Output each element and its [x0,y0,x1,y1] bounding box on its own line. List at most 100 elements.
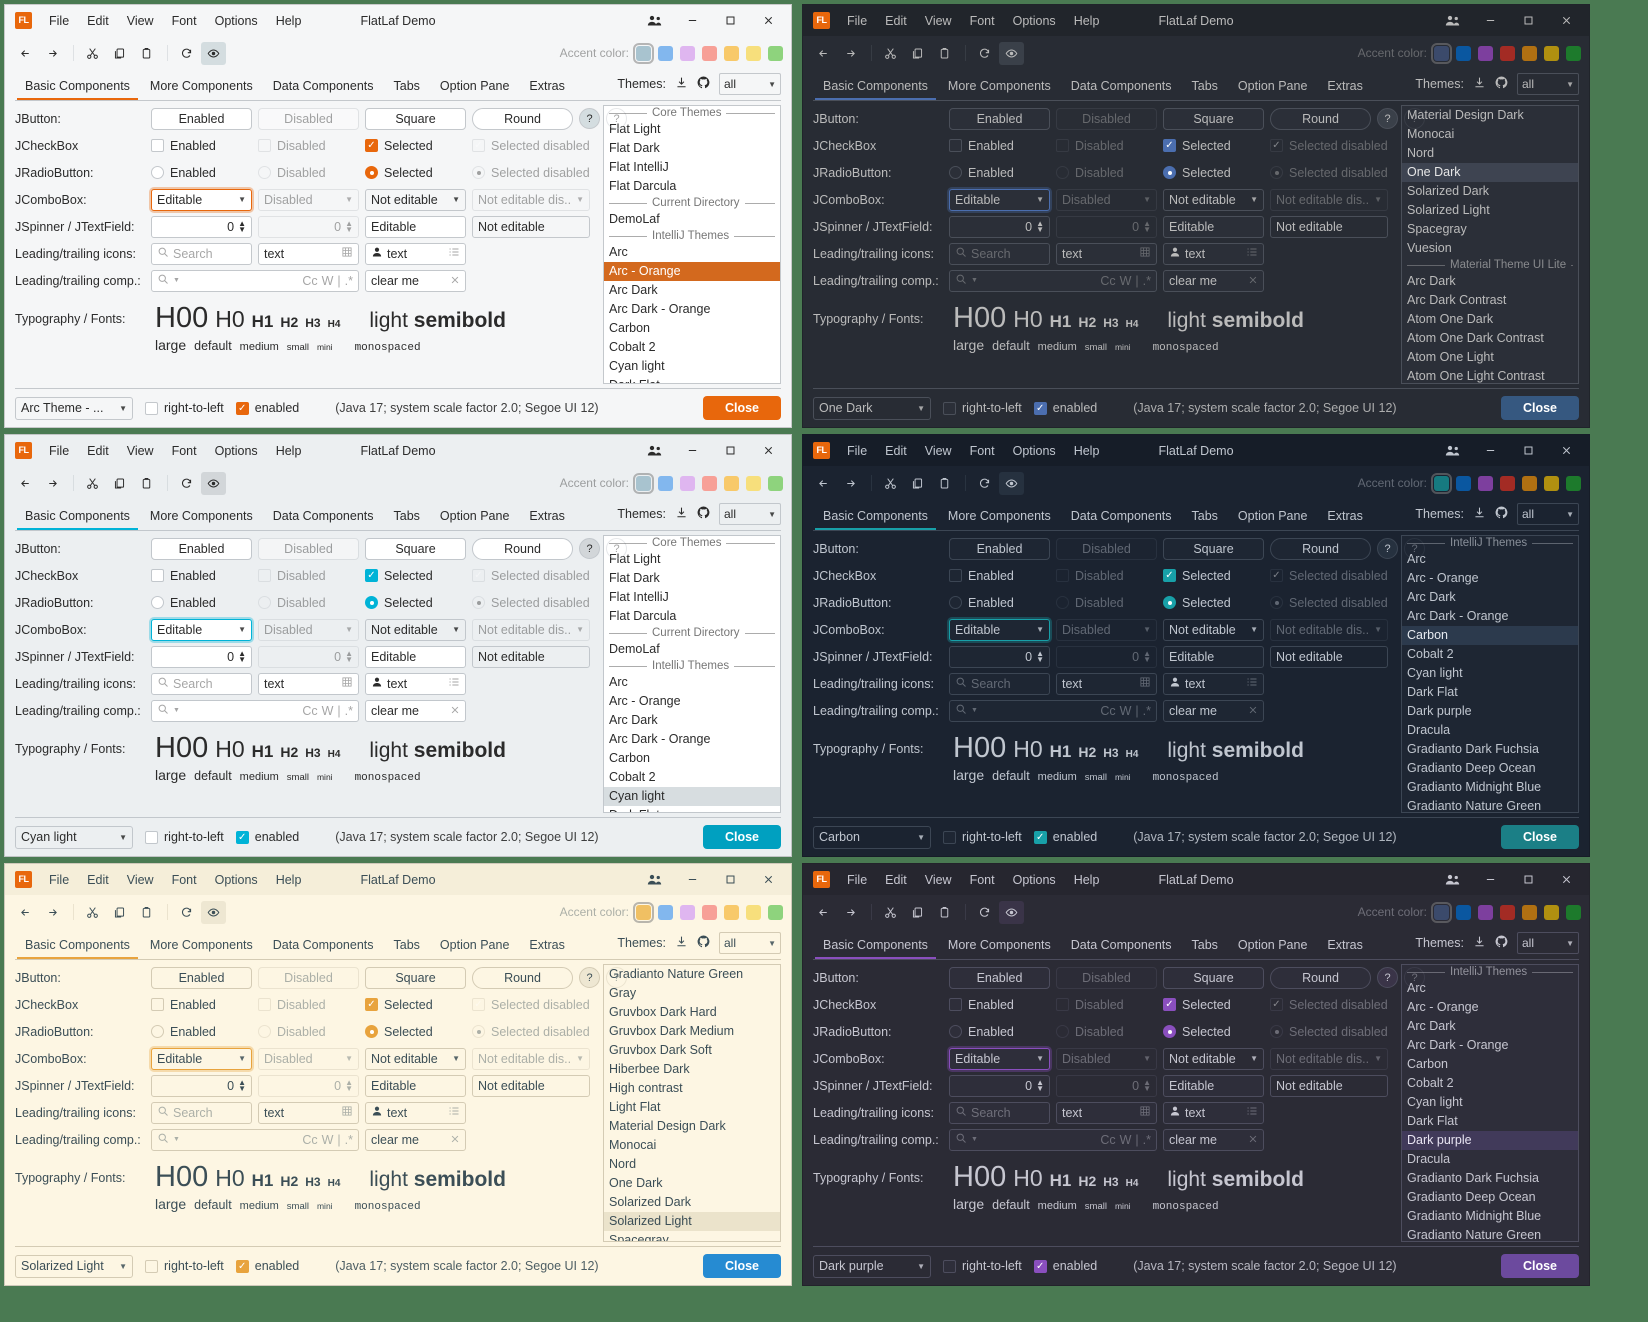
theme-list-item[interactable]: Gradianto Dark Fuchsia [1407,742,1540,756]
menu-item-file[interactable]: File [49,13,70,28]
users-icon[interactable] [635,865,673,895]
tab-option-pane[interactable]: Option Pane [1237,938,1308,952]
accent-swatch[interactable] [1431,472,1452,494]
menu-item-view[interactable]: View [126,443,154,458]
help-button-outline[interactable]: ? [1404,967,1425,988]
tab-more-components[interactable]: More Components [149,79,253,93]
tab-option-pane[interactable]: Option Pane [439,509,510,523]
spinner-arrows-icon[interactable]: ▲ ▼ [238,1077,246,1093]
cut-icon[interactable] [878,42,903,65]
chevron-down-icon[interactable]: ▼ [971,707,978,714]
theme-list-item[interactable]: Hiberbee Dark [609,1062,690,1076]
chevron-down-icon[interactable]: ▼ [173,1136,180,1143]
current-theme-select[interactable]: Solarized Light ▼ [15,1254,133,1278]
tab-basic-components[interactable]: Basic Components [813,504,938,530]
combobox-editable[interactable]: Editable ▼ [949,1047,1050,1070]
text-with-person-icon[interactable]: text [1163,672,1264,695]
accent-swatch[interactable] [746,904,761,920]
checkbox-enabled[interactable]: Enabled [151,998,252,1012]
tab-basic-components[interactable]: Basic Components [15,74,140,100]
theme-list-item[interactable]: Arc - Orange [609,694,681,708]
tab-tabs[interactable]: Tabs [393,938,420,952]
tab-more-components[interactable]: More Components [947,79,1051,93]
menu-item-options[interactable]: Options [1012,443,1056,458]
textfield-editable[interactable]: Editable [365,1074,466,1097]
menu-item-edit[interactable]: Edit [885,13,907,28]
theme-list-item[interactable]: Flat Darcula [609,179,677,193]
theme-list-item[interactable]: Gradianto Midnight Blue [1407,780,1542,794]
tab-data-components[interactable]: Data Components [1070,938,1172,952]
current-theme-select[interactable]: Arc Theme - ... ▼ [15,396,133,420]
help-button-outline[interactable]: ? [606,967,627,988]
enabled-checkbox[interactable]: ✓ enabled [235,1259,299,1273]
theme-list-item[interactable]: Arc - Orange [1407,1000,1479,1014]
maximize-icon[interactable] [711,436,749,466]
rtl-checkbox[interactable]: right-to-left [145,1259,224,1273]
theme-filter-select[interactable]: all ▼ [1517,932,1579,954]
theme-list-item[interactable]: Spacegray [609,1233,669,1242]
whole-word-button[interactable]: W [1119,1132,1132,1147]
theme-filter-select[interactable]: all ▼ [1517,503,1579,525]
theme-list-item[interactable]: Gruvbox Dark Soft [609,1043,712,1057]
theme-list-item[interactable]: Solarized Light [604,1212,780,1231]
accent-swatch[interactable] [1566,475,1581,491]
theme-list-item[interactable]: Carbon [609,321,650,335]
refresh-icon[interactable] [174,42,199,65]
chevron-down-icon[interactable]: ▼ [173,707,180,714]
theme-list-item[interactable]: Gradianto Dark Fuchsia [1407,1171,1540,1185]
users-icon[interactable] [1433,436,1471,466]
menu-item-options[interactable]: Options [1012,872,1056,887]
accent-swatch[interactable] [1500,45,1515,61]
checkbox-selected[interactable]: ✓ Selected [1163,569,1264,583]
text-with-person-icon[interactable]: text [365,242,466,265]
preview-eye-icon[interactable] [999,471,1024,495]
theme-list-item[interactable]: Arc Dark [1407,274,1456,288]
tab-data-components[interactable]: Data Components [1070,79,1172,93]
accent-swatch[interactable] [1522,45,1537,61]
combobox-not-editable[interactable]: Not editable ▼ [365,1047,466,1070]
current-theme-select[interactable]: Carbon ▼ [813,825,931,849]
theme-list-item[interactable]: Gradianto Nature Green [1407,799,1542,813]
refresh-icon[interactable] [972,42,997,65]
paste-icon[interactable] [932,472,957,495]
match-case-button[interactable]: Cc [302,1132,318,1147]
theme-list-item[interactable]: Carbon [1402,626,1578,645]
search-icon[interactable] [157,703,169,718]
help-button-filled[interactable]: ? [1377,538,1398,559]
copy-icon[interactable] [905,901,930,924]
spinner-enabled[interactable]: 0 ▲ ▼ [949,645,1050,668]
menu-item-view[interactable]: View [924,872,952,887]
paste-icon[interactable] [134,901,159,924]
theme-list-item[interactable]: Vuesion [1407,241,1452,255]
menu-item-edit[interactable]: Edit [87,13,109,28]
combobox-not-editable[interactable]: Not editable ▼ [365,188,466,211]
regex-button[interactable]: .* [1142,273,1151,288]
theme-list-item[interactable]: One Dark [1402,163,1578,182]
theme-list-item[interactable]: Dark Flat [1407,1114,1458,1128]
theme-filter-select[interactable]: all ▼ [1517,73,1579,95]
theme-list-item[interactable]: Arc Dark - Orange [609,732,711,746]
tab-tabs[interactable]: Tabs [393,509,420,523]
textfield-editable[interactable]: Editable [1163,1074,1264,1097]
preview-eye-icon[interactable] [201,900,226,924]
theme-list-item[interactable]: Cobalt 2 [1407,1076,1454,1090]
accent-swatch[interactable] [1500,475,1515,491]
menu-item-font[interactable]: Font [171,13,197,28]
cut-icon[interactable] [80,901,105,924]
spinner-arrows-icon[interactable]: ▲ ▼ [1036,218,1044,234]
forward-icon[interactable] [838,901,863,924]
spinner-arrows-icon[interactable]: ▲ ▼ [1036,648,1044,664]
accent-swatch[interactable] [1456,45,1471,61]
theme-list-item[interactable]: Flat IntelliJ [609,590,669,604]
search-with-options[interactable]: ▼ Cc W | .* [949,699,1157,722]
maximize-icon[interactable] [711,865,749,895]
theme-list-item[interactable]: Arc Dark Contrast [1407,293,1507,307]
accent-swatch[interactable] [768,45,783,61]
chevron-down-icon[interactable]: ▼ [971,277,978,284]
theme-list-item[interactable]: Dark Flat [1407,685,1458,699]
search-with-options[interactable]: ▼ Cc W | .* [151,1128,359,1151]
menu-item-edit[interactable]: Edit [87,443,109,458]
copy-icon[interactable] [905,472,930,495]
menu-item-edit[interactable]: Edit [87,872,109,887]
accent-swatch[interactable] [702,904,717,920]
